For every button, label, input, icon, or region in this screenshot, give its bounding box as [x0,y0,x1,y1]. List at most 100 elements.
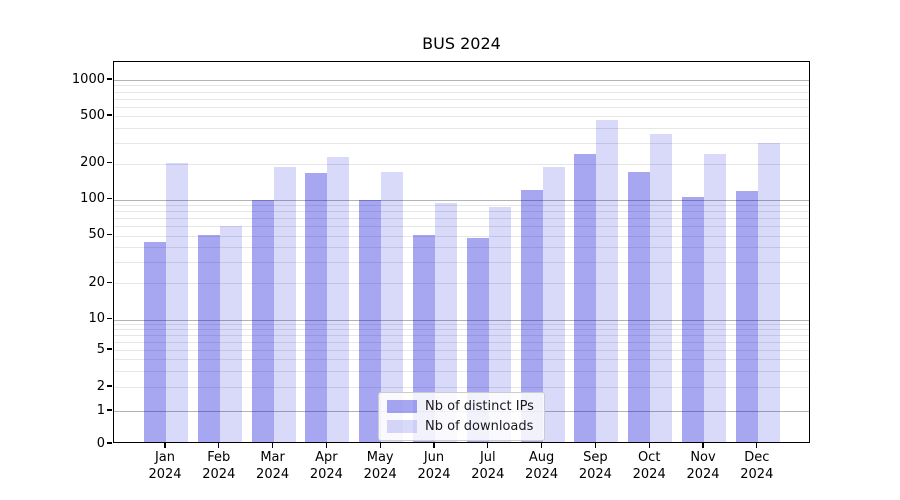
y-tick-mark [107,162,112,164]
x-tick-mark [379,443,381,448]
x-tick-label-jan: Jan 2024 [148,450,182,482]
y-tick-mark [107,234,112,236]
y-tick-label: 500 [80,107,105,123]
x-tick-label-oct: Oct 2024 [632,450,666,482]
bar-distinct-ips-jun [413,234,435,442]
x-tick-mark [702,443,704,448]
x-tick-mark [756,443,758,448]
minor-gridline [114,341,809,343]
y-tick-label: 5 [96,341,105,357]
y-tick-mark [107,317,112,320]
x-tick-mark [594,443,596,448]
bar-downloads-oct [650,134,673,442]
y-tick-mark [107,348,112,350]
minor-gridline [114,106,809,108]
legend-entry-downloads: Nb of downloads [387,419,534,434]
x-tick-mark [433,443,435,448]
minor-gridline [114,218,809,220]
y-tick-label: 10 [88,311,105,326]
x-tick-label-aug: Aug 2024 [525,450,559,482]
minor-gridline [114,226,809,228]
bar-distinct-ips-jan [144,241,166,442]
major-gridline [114,199,809,201]
bar-distinct-ips-mar [251,199,274,442]
plot-area [113,61,810,443]
y-tick-label: 200 [80,155,105,171]
minor-gridline [114,247,809,249]
minor-gridline [114,359,809,360]
minor-gridline [114,283,809,285]
y-tick-label: 1000 [71,71,105,87]
bar-distinct-ips-aug [520,189,543,442]
bar-distinct-ips-may [359,199,382,442]
y-tick-label: 1 [96,402,105,418]
x-tick-mark [164,443,166,448]
x-tick-mark [218,443,220,448]
bar-downloads-feb [219,226,242,442]
bar-distinct-ips-apr [305,172,328,442]
bar-distinct-ips-feb [197,234,220,442]
x-tick-mark [541,443,543,448]
y-tick-label: 0 [96,435,105,451]
major-gridline [114,319,809,321]
bar-downloads-aug [542,167,565,442]
x-tick-label-dec: Dec 2024 [740,450,774,482]
y-tick-label: 50 [88,227,105,243]
y-tick-label: 100 [80,191,105,207]
x-tick-label-jul: Jul 2024 [471,450,505,482]
minor-gridline [114,98,809,100]
legend-label-distinct-ips: Nb of distinct IPs [425,399,534,414]
bar-downloads-dec [757,143,780,442]
minor-gridline [114,127,809,129]
legend: Nb of distinct IPs Nb of downloads [378,392,545,441]
minor-gridline [114,211,809,213]
minor-gridline [114,116,809,118]
y-tick-mark [107,281,112,284]
x-tick-label-feb: Feb 2024 [202,450,236,482]
x-tick-label-sep: Sep 2024 [578,450,612,482]
bar-distinct-ips-sep [574,154,597,442]
x-tick-label-mar: Mar 2024 [256,450,290,482]
bar-distinct-ips-oct [628,172,651,442]
minor-gridline [114,235,809,237]
legend-swatch-downloads [387,420,417,433]
bar-downloads-nov [704,153,726,442]
minor-gridline [114,324,809,326]
x-tick-mark [487,443,489,448]
minor-gridline [114,329,809,331]
x-tick-mark [648,443,650,448]
minor-gridline [114,142,809,144]
y-tick-mark [107,442,112,444]
bar-downloads-jun [435,202,457,442]
x-tick-label-may: May 2024 [363,450,397,482]
major-gridline [114,80,809,81]
bar-downloads-jan [166,162,188,442]
y-tick-mark [107,198,112,200]
minor-gridline [114,387,809,388]
minor-gridline [114,91,809,93]
y-tick-mark [107,409,112,411]
y-tick-label: 20 [88,274,105,290]
minor-gridline [114,335,809,337]
bar-downloads-mar [273,167,296,442]
bar-distinct-ips-dec [735,190,758,442]
x-tick-label-nov: Nov 2024 [686,450,720,482]
y-tick-mark [107,78,112,80]
minor-gridline [114,262,809,264]
chart-title: BUS 2024 [422,34,501,53]
minor-gridline [114,370,809,372]
y-tick-mark [107,385,112,387]
minor-gridline [114,85,809,87]
bar-downloads-jul [488,207,511,442]
minor-gridline [114,163,809,165]
bar-downloads-may [381,171,404,442]
bar-downloads-sep [596,119,619,442]
x-tick-label-jun: Jun 2024 [417,450,451,482]
x-tick-label-apr: Apr 2024 [309,450,343,482]
minor-gridline [114,205,809,207]
bar-distinct-ips-nov [682,196,704,442]
legend-entry-distinct-ips: Nb of distinct IPs [387,399,534,414]
bar-downloads-apr [327,157,350,442]
x-tick-mark [325,443,327,448]
